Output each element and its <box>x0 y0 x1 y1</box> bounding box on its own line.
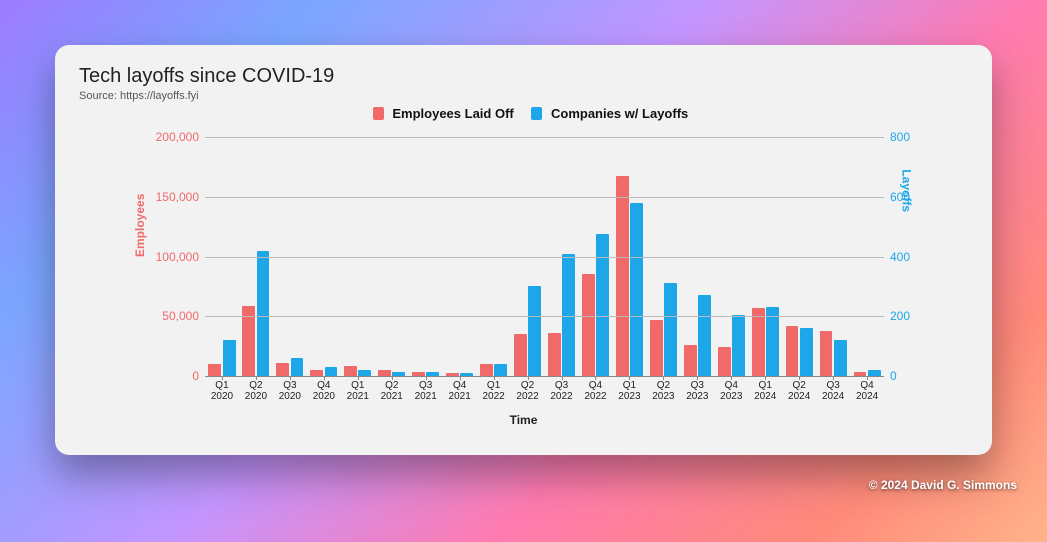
x-tick-label: Q42021 <box>449 380 471 402</box>
bar-companies <box>630 203 643 376</box>
ytick-left: 200,000 <box>156 130 199 144</box>
legend-swatch-companies <box>531 107 542 120</box>
bar-employees <box>752 308 765 376</box>
bar-companies <box>426 372 439 376</box>
bar-companies <box>528 286 541 376</box>
bar-employees <box>344 366 357 376</box>
bar-companies <box>732 315 745 376</box>
x-tick-label: Q12024 <box>754 380 776 402</box>
bar-companies <box>392 372 405 376</box>
x-tick-label: Q22024 <box>788 380 810 402</box>
x-tick-label: Q32023 <box>686 380 708 402</box>
bar-companies <box>800 328 813 376</box>
copyright-text: © 2024 David G. Simmons <box>869 478 1017 492</box>
x-tick-label: Q42023 <box>720 380 742 402</box>
plot-area-wrapper: Employees Layoffs Q12020Q22020Q32020Q420… <box>79 127 968 427</box>
bar-companies <box>596 234 609 376</box>
chart-title: Tech layoffs since COVID-19 <box>79 65 968 88</box>
chart-legend: Employees Laid Off Companies w/ Layoffs <box>79 106 968 121</box>
plot-area: Q12020Q22020Q32020Q42020Q12021Q22021Q320… <box>205 137 884 377</box>
gradient-background: Tech layoffs since COVID-19 Source: http… <box>0 0 1047 542</box>
chart-card: Tech layoffs since COVID-19 Source: http… <box>55 45 992 455</box>
bar-companies <box>257 251 270 376</box>
x-tick-label: Q42022 <box>584 380 606 402</box>
bar-companies <box>766 307 779 376</box>
ytick-right: 200 <box>890 309 910 323</box>
ytick-right: 600 <box>890 190 910 204</box>
bar-companies <box>358 370 371 376</box>
x-tick-label: Q22023 <box>652 380 674 402</box>
bar-companies <box>460 373 473 376</box>
legend-label-employees: Employees Laid Off <box>392 106 513 121</box>
bar-employees <box>310 370 323 376</box>
bar-employees <box>820 331 833 376</box>
gridline <box>205 197 884 198</box>
gridline <box>205 137 884 138</box>
bar-companies <box>325 367 338 376</box>
bar-companies <box>223 340 236 376</box>
bar-employees <box>446 373 459 376</box>
x-axis-label: Time <box>79 413 968 427</box>
bar-employees <box>276 363 289 376</box>
x-tick-label: Q32021 <box>415 380 437 402</box>
bar-companies <box>698 295 711 376</box>
ytick-left: 100,000 <box>156 250 199 264</box>
x-tick-label: Q22022 <box>516 380 538 402</box>
bar-employees <box>480 364 493 376</box>
ytick-left: 150,000 <box>156 190 199 204</box>
bar-employees <box>684 345 697 376</box>
bar-employees <box>616 176 629 376</box>
x-tick-label: Q42024 <box>856 380 878 402</box>
ytick-right: 0 <box>890 369 897 383</box>
ytick-right: 800 <box>890 130 910 144</box>
x-tick-label: Q22020 <box>245 380 267 402</box>
bar-employees <box>412 372 425 376</box>
bar-companies <box>834 340 847 376</box>
x-tick-label: Q12020 <box>211 380 233 402</box>
gridline <box>205 257 884 258</box>
x-tick-label: Q32022 <box>550 380 572 402</box>
x-tick-label: Q32024 <box>822 380 844 402</box>
x-tick-label: Q12022 <box>482 380 504 402</box>
bar-companies <box>291 358 304 376</box>
ytick-left: 0 <box>192 369 199 383</box>
legend-swatch-employees <box>373 107 384 120</box>
ytick-left: 50,000 <box>162 309 199 323</box>
bar-employees <box>582 274 595 376</box>
bar-employees <box>548 333 561 376</box>
bar-employees <box>208 364 221 376</box>
y-axis-left-label: Employees <box>133 194 147 257</box>
bar-employees <box>854 372 867 376</box>
legend-label-companies: Companies w/ Layoffs <box>551 106 688 121</box>
x-tick-label: Q42020 <box>313 380 335 402</box>
chart-subtitle: Source: https://layoffs.fyi <box>79 90 968 102</box>
bar-employees <box>650 320 663 376</box>
x-tick-label: Q12023 <box>618 380 640 402</box>
x-tick-label: Q32020 <box>279 380 301 402</box>
bar-employees <box>378 370 391 376</box>
bar-employees <box>718 347 731 376</box>
gridline <box>205 316 884 317</box>
bar-employees <box>786 326 799 376</box>
x-tick-label: Q22021 <box>381 380 403 402</box>
bar-companies <box>562 254 575 376</box>
x-tick-label: Q12021 <box>347 380 369 402</box>
bar-employees <box>514 334 527 376</box>
bar-companies <box>868 370 881 376</box>
bar-companies <box>494 364 507 376</box>
ytick-right: 400 <box>890 250 910 264</box>
bar-companies <box>664 283 677 376</box>
